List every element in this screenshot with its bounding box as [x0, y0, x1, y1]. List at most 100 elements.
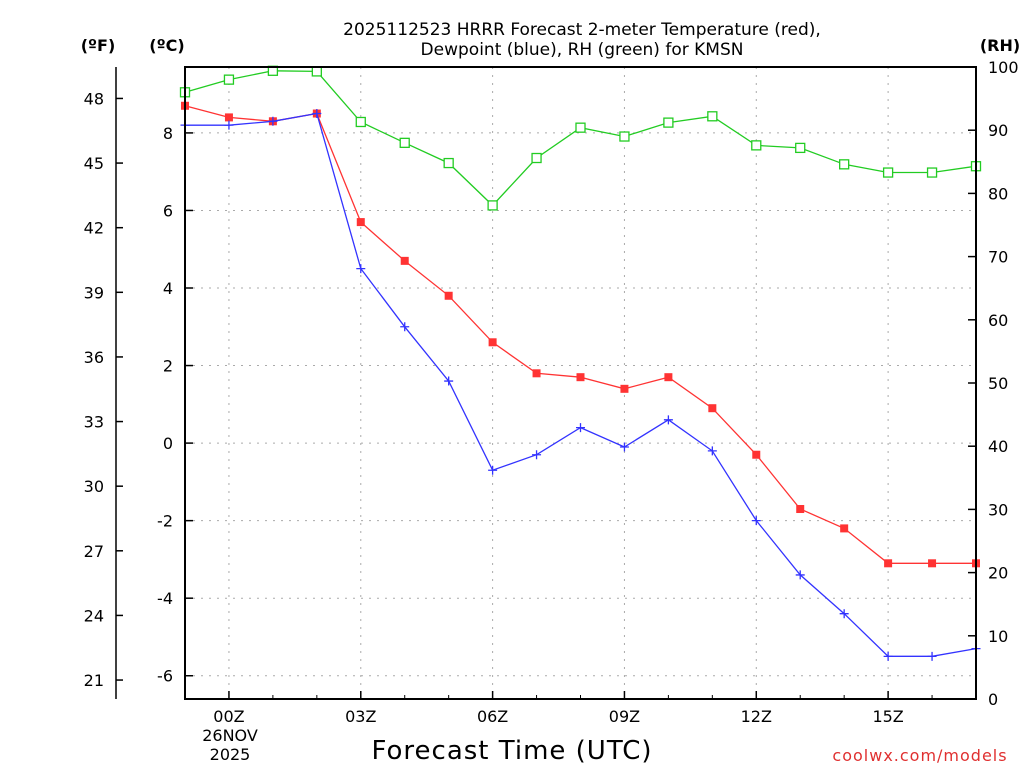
dewpoint-point [663, 415, 673, 425]
temperature-point [620, 384, 629, 393]
fahrenheit-tick-label: 24 [84, 606, 104, 625]
dewpoint-point [444, 376, 454, 386]
rh-point [311, 66, 322, 77]
series-layer [179, 65, 982, 661]
rh-point [223, 74, 235, 85]
series-temperature [181, 101, 980, 568]
dewpoint-point [576, 423, 585, 433]
fahrenheit-tick-label: 27 [84, 542, 104, 561]
celsius-axis: -6 -4 -2 0 2 4 6 8 [157, 124, 193, 686]
rh-tick-label: 50 [988, 374, 1008, 393]
credit-link[interactable]: coolwx.com/models [832, 746, 1007, 765]
plot-frame [184, 66, 977, 700]
rh-tick-label: 20 [988, 564, 1008, 583]
dewpoint-point [619, 442, 629, 452]
dewpoint-point [268, 116, 278, 126]
temperature-point [796, 505, 805, 514]
temperature-point [664, 373, 673, 382]
celsius-tick-label: -4 [157, 589, 173, 608]
celsius-tick-label: 4 [163, 279, 173, 298]
celsius-tick-label: 2 [163, 357, 173, 376]
dewpoint-point [224, 120, 234, 130]
x-tick-label: 09Z [609, 707, 640, 726]
x-axis-title: Forecast Time (UTC) [371, 736, 652, 766]
rh-tick-label: 0 [988, 690, 998, 709]
rh-unit-label: (RH) [980, 36, 1020, 55]
dewpoint-point [312, 109, 322, 119]
fahrenheit-tick-label: 42 [84, 219, 104, 238]
fahrenheit-tick-label: 45 [84, 154, 104, 173]
x-tick-label: 15Z [872, 707, 903, 726]
rh-point [443, 157, 454, 169]
dewpoint-line [185, 112, 977, 657]
temperature-point [708, 404, 717, 413]
celsius-tick-label: 6 [163, 201, 173, 220]
rh-axis: 0 10 20 30 40 50 60 70 80 90 100 [968, 58, 1019, 709]
celsius-unit-label: (ºC) [149, 36, 184, 55]
date-year-label: 2025 [210, 745, 251, 764]
dewpoint-point [751, 516, 761, 526]
temperature-point [884, 559, 893, 568]
dewpoint-point [356, 264, 366, 274]
temperature-line [184, 105, 976, 564]
temperature-point [356, 218, 365, 227]
celsius-tick-label: -6 [157, 667, 173, 686]
temperature-point [576, 373, 585, 382]
temperature-point [532, 369, 541, 378]
temperature-point [488, 338, 497, 347]
dewpoint-point [839, 609, 849, 619]
temperature-point [840, 524, 849, 533]
rh-tick-label: 90 [988, 121, 1008, 140]
fahrenheit-tick-label: 39 [84, 283, 104, 302]
fahrenheit-tick-label: 33 [84, 413, 104, 432]
chart-title-line2: Dewpoint (blue), RH (green) for KMSN [421, 40, 744, 60]
temperature-point [444, 291, 453, 300]
celsius-tick-label: 0 [163, 434, 173, 453]
rh-point [399, 137, 410, 148]
dewpoint-point [532, 450, 542, 460]
series-rh [179, 65, 982, 211]
x-tick-label: 12Z [741, 707, 772, 726]
rh-point [882, 167, 894, 178]
rh-point [795, 142, 806, 154]
rh-tick-label: 40 [988, 437, 1008, 456]
date-day-label: 26NOV [202, 726, 258, 745]
chart-title-line1: 2025112523 HRRR Forecast 2-meter Tempera… [343, 20, 821, 40]
rh-point [663, 117, 674, 128]
rh-tick-label: 80 [988, 184, 1008, 203]
gridlines [185, 67, 976, 699]
rh-tick-label: 30 [988, 500, 1008, 519]
fahrenheit-unit-label: (ºF) [81, 36, 116, 55]
dewpoint-point [400, 322, 410, 332]
fahrenheit-axis: 21 24 27 30 33 36 39 42 45 48 [84, 67, 123, 699]
rh-tick-label: 60 [988, 311, 1008, 330]
rh-point [707, 111, 718, 122]
celsius-tick-label: 8 [163, 124, 173, 143]
temperature-point [928, 559, 937, 568]
rh-tick-label: 10 [988, 627, 1008, 646]
x-tick-label: 03Z [345, 707, 376, 726]
rh-line [184, 70, 977, 207]
rh-point [926, 167, 938, 178]
series-dewpoint [180, 109, 981, 661]
dewpoint-point [795, 570, 805, 580]
temperature-point [752, 450, 761, 459]
celsius-tick-label: -2 [157, 512, 173, 531]
fahrenheit-tick-label: 30 [84, 477, 104, 496]
dewpoint-point [927, 651, 937, 661]
rh-point [619, 131, 630, 142]
dewpoint-point [883, 651, 893, 661]
fahrenheit-tick-label: 36 [84, 348, 104, 367]
dewpoint-point [707, 446, 717, 456]
fahrenheit-tick-label: 48 [84, 89, 104, 108]
rh-point [751, 140, 762, 151]
x-tick-label: 06Z [477, 707, 508, 726]
fahrenheit-tick-label: 21 [84, 671, 104, 690]
rh-point [355, 116, 366, 128]
rh-point [839, 159, 850, 170]
temperature-point [400, 256, 409, 265]
dewpoint-point [488, 465, 498, 475]
x-tick-label: 00Z [213, 707, 244, 726]
rh-point [575, 122, 586, 133]
